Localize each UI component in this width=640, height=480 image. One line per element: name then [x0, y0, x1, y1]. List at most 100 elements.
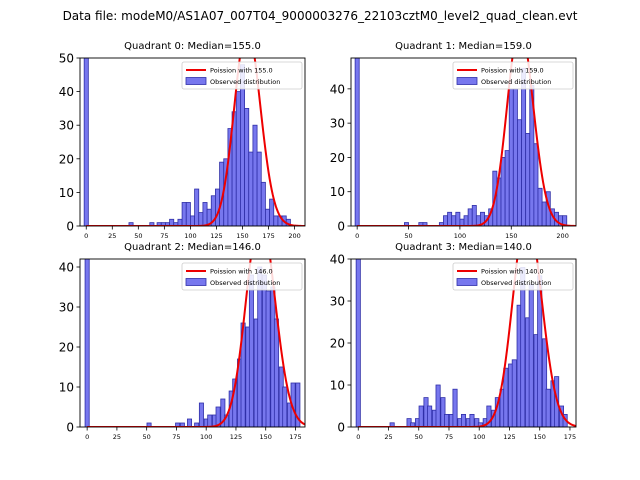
histogram-bar [295, 382, 301, 427]
histogram-bar [504, 150, 510, 226]
x-tick-label: 50 [134, 232, 142, 240]
histogram-bar [146, 422, 152, 427]
x-tick-label: 150 [533, 433, 545, 441]
histogram-bar [528, 283, 534, 427]
quadrant-3-bars [355, 259, 576, 427]
x-tick-label: 25 [384, 433, 392, 441]
histogram-bar [252, 124, 258, 226]
quadrant-1-legend: Poission with 159.0 Observed distribution [452, 61, 574, 90]
quadrant-0-legend: Poission with 155.0 Observed distribution [181, 61, 303, 90]
histogram-bar [435, 384, 441, 427]
histogram-bar [463, 215, 469, 226]
figure-title: Data file: modeM0/AS1A07_007T04_90000032… [63, 9, 578, 23]
histogram-bar [517, 119, 522, 226]
legend-observed-swatch [456, 77, 478, 85]
legend-poisson-label: Poission with 140.0 [481, 268, 544, 276]
x-tick-label: 150 [505, 232, 517, 240]
y-tick-label: 50 [59, 52, 74, 66]
histogram-bar [83, 58, 89, 226]
histogram-bar [179, 422, 185, 427]
histogram-bar [181, 202, 187, 226]
histogram-bar [512, 88, 518, 226]
y-tick-label: 40 [59, 85, 74, 99]
histogram-bar [460, 413, 467, 427]
y-tick-label: 20 [330, 151, 345, 165]
quadrant-2-legend: Poission with 146.0 Observed distribution [181, 262, 303, 291]
histogram-bar [471, 205, 477, 226]
histogram-bar [520, 266, 526, 427]
histogram-bar [265, 290, 271, 427]
quadrant-3-legend: Poission with 140.0 Observed distribution [452, 262, 574, 291]
histogram-bar [469, 413, 475, 427]
x-tick-label: 175 [262, 232, 274, 240]
x-tick-label: 100 [184, 232, 196, 240]
y-tick-label: 30 [59, 301, 74, 315]
y-tick-label: 10 [330, 185, 345, 199]
histogram-bar [443, 215, 448, 226]
x-tick-label: 100 [454, 232, 466, 240]
x-tick-label: 200 [556, 232, 568, 240]
x-tick-label: 125 [210, 232, 222, 240]
histogram-bar [169, 218, 175, 226]
quadrant-2-frame [79, 258, 306, 428]
histogram-bar [521, 67, 527, 226]
quadrant-1-bars [354, 58, 576, 226]
histogram-bar [207, 414, 213, 427]
legend-observed-label: Observed distribution [481, 279, 551, 287]
x-tick-label: 200 [288, 232, 300, 240]
histogram-bar [273, 318, 279, 427]
y-tick-label: 20 [330, 337, 345, 351]
x-tick-label: 75 [445, 433, 453, 441]
histogram-bar [273, 215, 279, 226]
legend-observed-label: Observed distribution [210, 78, 280, 86]
y-tick-label: 0 [66, 220, 74, 234]
histogram-bar [235, 91, 241, 226]
histogram-bar [215, 406, 221, 427]
quadrant-0-bars [83, 58, 305, 226]
histogram-bar [187, 418, 193, 427]
histogram-bar [198, 212, 204, 226]
histogram-bar [418, 405, 424, 427]
histogram-bar [257, 266, 263, 427]
quadrant-3-panel: Quadrant 3: Median=140.00 25 50 75 100 125 150… [330, 242, 577, 441]
x-tick-label: 150 [260, 433, 272, 441]
histogram-bar [355, 259, 361, 427]
y-tick-label: 40 [59, 261, 74, 275]
legend-box [181, 61, 303, 90]
x-tick-label: 0 [356, 433, 360, 441]
quadrant-2-title: Quadrant 2: Median=146.0 [124, 242, 261, 253]
quadrant-0-title: Quadrant 0: Median=155.0 [124, 41, 261, 52]
y-tick-label: 30 [59, 119, 74, 133]
x-tick-label: 100 [200, 433, 212, 441]
y-tick-label: 40 [330, 82, 345, 96]
histogram-bar [185, 202, 191, 226]
histogram-bar [260, 181, 266, 226]
x-tick-label: 50 [415, 433, 423, 441]
quadrant-0-panel: Quadrant 0: Median=155.00 25 50 75 100 125 150… [59, 41, 306, 240]
x-tick-label: 125 [230, 433, 242, 441]
x-tick-label: 50 [404, 232, 412, 240]
histogram-bar [232, 378, 238, 427]
x-tick-label: 125 [503, 433, 515, 441]
y-tick-label: 0 [337, 421, 345, 435]
x-tick-label: 75 [172, 433, 180, 441]
histogram-bar [177, 218, 183, 226]
histogram-bar [444, 413, 450, 427]
y-tick-label: 20 [59, 152, 74, 166]
histogram-bar [455, 211, 461, 226]
x-tick-label: 50 [143, 433, 151, 441]
histogram-bar [452, 388, 458, 427]
histogram-bar [202, 202, 208, 226]
histogram-bar [282, 386, 288, 427]
histogram-bar [486, 405, 492, 427]
histogram-bar [194, 188, 200, 226]
legend-box [181, 262, 303, 291]
x-tick-label: 150 [236, 232, 248, 240]
x-tick-label: 25 [108, 232, 116, 240]
y-tick-label: 10 [59, 186, 74, 200]
histogram-bar [500, 157, 506, 226]
poisson-curve [357, 58, 576, 226]
y-tick-label: 30 [330, 295, 345, 309]
histogram-bar [511, 359, 517, 427]
